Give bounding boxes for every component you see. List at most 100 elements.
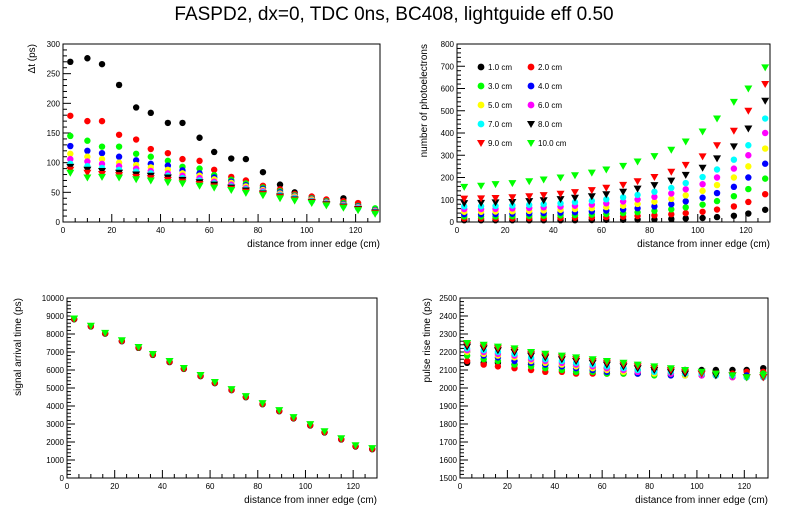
data-point-triangle [633,185,642,193]
y-tick-label: 9000 [46,312,64,321]
data-point-circle [84,153,91,160]
data-point-circle [682,186,689,193]
data-point-triangle [713,142,722,150]
legend-label: 9.0 cm [488,139,512,148]
data-point-triangle [337,435,346,443]
data-point-triangle [178,180,187,188]
data-point-triangle [508,180,517,188]
data-point-circle [132,150,140,157]
data-point-triangle [619,188,628,196]
data-point-triangle [460,183,469,191]
data-point-triangle [101,329,110,337]
data-point-circle [588,197,596,205]
data-point-triangle [744,125,753,133]
data-point-triangle [195,182,204,190]
data-point-triangle [227,386,236,394]
data-point-circle [713,181,721,189]
y-tick-label: 50 [51,188,60,197]
data-point-circle [668,215,675,223]
legend-marker [527,82,535,90]
data-point-circle [115,131,123,138]
x-tick-label: 60 [205,226,214,235]
y-axis-label: number of photoelectrons [419,44,430,157]
data-point-triangle [698,153,707,161]
data-point-circle [682,179,689,187]
data-point-triangle [728,372,737,380]
x-tick-label: 80 [254,226,263,235]
legend-marker [527,140,535,147]
data-point-triangle [491,194,500,202]
data-point-circle [745,163,752,170]
data-point-triangle [66,169,75,177]
data-point-circle [132,104,140,111]
data-point-triangle [572,354,581,362]
data-point-triangle [650,174,659,182]
data-point-circle [761,175,769,182]
data-point-circle [210,148,218,156]
data-point-circle [84,147,91,154]
x-tick-label: 0 [455,226,460,235]
data-point-circle [668,195,675,203]
x-tick-label: 120 [738,482,752,491]
legend-marker [477,101,485,109]
data-point-circle [164,119,172,127]
data-point-circle [132,136,140,143]
x-tick-label: 20 [503,482,512,491]
y-tick-label: 1900 [439,402,457,411]
data-point-triangle [307,200,316,208]
data-point-circle [682,209,689,217]
data-point-triangle [681,138,690,146]
data-point-triangle [460,200,469,208]
x-tick-label: 40 [158,482,167,491]
data-point-triangle [557,352,566,360]
data-point-triangle [241,393,250,401]
x-axis-label: distance from inner edge (cm) [244,495,377,506]
data-point-circle [84,137,91,144]
data-point-triangle [744,107,753,115]
y-tick-label: 1500 [439,474,457,483]
data-point-triangle [650,153,659,161]
x-axis-label: distance from inner edge (cm) [247,239,380,250]
data-point-circle [668,184,675,192]
data-point-circle [668,206,675,213]
legend-label: 2.0 cm [538,63,562,72]
data-point-circle [730,212,738,219]
data-point-triangle [570,194,579,202]
data-point-circle [699,173,706,181]
x-tick-label: 100 [299,482,313,491]
data-point-triangle [587,193,596,201]
data-point-triangle [339,204,348,212]
y-tick-label: 600 [441,85,455,94]
x-tick-label: 60 [597,226,606,235]
data-point-triangle [258,192,267,200]
data-point-circle [682,204,689,211]
y-tick-label: 1600 [439,456,457,465]
x-tick-label: 80 [645,226,654,235]
data-point-circle [651,203,658,210]
data-point-triangle [83,169,92,177]
legend-marker [527,121,535,128]
data-point-circle [634,200,641,208]
data-point-triangle [761,64,770,72]
legend-label: 10.0 cm [538,139,567,148]
data-point-triangle [539,176,548,184]
data-point-triangle [163,179,172,187]
data-point-circle [651,198,658,205]
chart-panel-2: 0 100 200 300 400 500 600 700 800 0 20 40 60 80 100 120… [419,40,771,250]
x-tick-label: 40 [549,226,558,235]
legend-label: 8.0 cm [538,120,562,129]
y-tick-label: 7000 [46,348,64,357]
x-tick-label: 20 [501,226,510,235]
data-point-triangle [132,176,141,184]
data-point-triangle [371,210,380,218]
y-tick-label: 5000 [46,384,64,393]
legend-marker [477,140,485,147]
data-point-triangle [477,182,486,190]
data-point-triangle [241,189,250,197]
data-point-circle [730,156,738,163]
data-point-triangle [86,322,95,330]
page-title: FASPD2, dx=0, TDC 0ns, BC408, lightguide… [174,4,614,25]
data-point-triangle [681,161,690,169]
legend-label: 7.0 cm [488,120,512,129]
data-point-triangle [527,349,536,356]
